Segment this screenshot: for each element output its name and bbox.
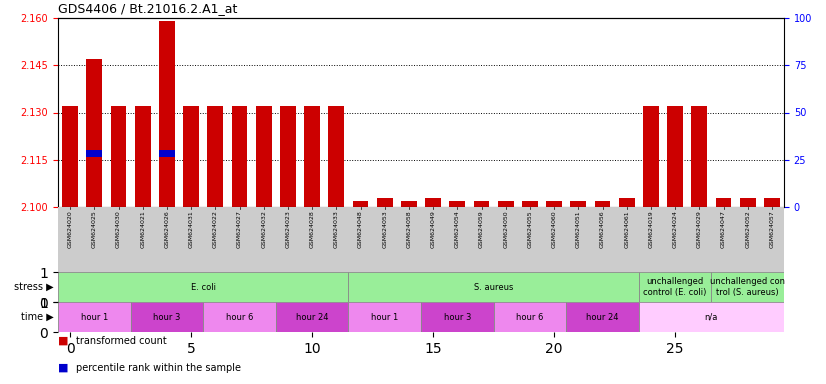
Bar [159,149,175,157]
Bar [715,197,731,207]
Bar [377,197,392,207]
Bar [203,302,276,332]
Bar [498,201,514,207]
Bar [494,302,566,332]
Text: GSM624057: GSM624057 [769,210,775,248]
Bar [183,106,199,207]
Text: GSM624033: GSM624033 [334,210,339,248]
Bar [62,106,78,207]
Text: GSM624047: GSM624047 [721,210,726,248]
Text: time ▶: time ▶ [21,312,54,322]
Bar [449,201,465,207]
Bar [566,302,638,332]
Text: GSM624023: GSM624023 [286,210,291,248]
Text: GSM624025: GSM624025 [92,210,97,248]
Bar [595,201,610,207]
Bar [401,201,417,207]
Bar [473,201,489,207]
Bar [329,106,344,207]
Text: GSM624029: GSM624029 [697,210,702,248]
Text: GSM624031: GSM624031 [188,210,193,248]
Text: unchallenged
control (E. coli): unchallenged control (E. coli) [643,277,707,297]
Bar [571,201,586,207]
Bar [691,106,707,207]
Text: hour 3: hour 3 [444,313,471,321]
Text: GSM624024: GSM624024 [672,210,677,248]
Bar [349,302,421,332]
Text: GSM624061: GSM624061 [624,210,629,248]
Text: GSM624051: GSM624051 [576,210,581,248]
Bar [231,106,247,207]
Bar [87,59,102,207]
Bar [425,197,441,207]
Bar [276,302,349,332]
Text: GSM624022: GSM624022 [213,210,218,248]
Text: GSM624056: GSM624056 [600,210,605,248]
Bar [159,21,175,207]
Text: unchallenged con
trol (S. aureus): unchallenged con trol (S. aureus) [710,277,786,297]
Text: GDS4406 / Bt.21016.2.A1_at: GDS4406 / Bt.21016.2.A1_at [58,2,237,15]
Bar [111,106,126,207]
Bar [256,106,272,207]
Text: GSM624055: GSM624055 [527,210,533,248]
Text: hour 6: hour 6 [225,313,254,321]
Text: GSM624032: GSM624032 [261,210,266,248]
Bar [58,272,349,302]
Text: GSM624053: GSM624053 [382,210,387,248]
Bar [764,197,780,207]
Bar [667,106,683,207]
Text: hour 1: hour 1 [81,313,108,321]
Text: hour 3: hour 3 [153,313,181,321]
Text: GSM624058: GSM624058 [406,210,411,248]
Text: GSM624059: GSM624059 [479,210,484,248]
Text: ■: ■ [58,336,69,346]
Text: GSM624060: GSM624060 [552,210,557,248]
Bar [304,106,320,207]
Text: GSM624049: GSM624049 [430,210,435,248]
Text: GSM624027: GSM624027 [237,210,242,248]
Text: GSM624020: GSM624020 [68,210,73,248]
Text: S. aureus: S. aureus [474,283,513,291]
Bar [87,149,102,157]
Text: GSM624052: GSM624052 [745,210,750,248]
Text: GSM624021: GSM624021 [140,210,145,248]
Bar [619,197,634,207]
Text: ■: ■ [58,363,69,373]
Bar [740,197,756,207]
Text: hour 24: hour 24 [586,313,619,321]
Bar [711,272,784,302]
Text: transformed count: transformed count [76,336,167,346]
Bar [349,272,638,302]
Text: GSM624048: GSM624048 [358,210,363,248]
Text: GSM624026: GSM624026 [164,210,169,248]
Text: GSM624050: GSM624050 [503,210,508,248]
Text: hour 24: hour 24 [296,313,329,321]
Text: GSM624028: GSM624028 [310,210,315,248]
Bar [131,302,203,332]
Bar [546,201,562,207]
Bar [522,201,538,207]
Bar [638,272,711,302]
Text: percentile rank within the sample: percentile rank within the sample [76,363,241,373]
Text: n/a: n/a [705,313,718,321]
Text: E. coli: E. coli [191,283,216,291]
Bar [58,302,131,332]
Text: GSM624054: GSM624054 [455,210,460,248]
Bar [421,302,494,332]
Bar [280,106,296,207]
Text: hour 6: hour 6 [516,313,544,321]
Text: GSM624019: GSM624019 [648,210,653,248]
Bar [135,106,150,207]
Text: GSM624030: GSM624030 [116,210,121,248]
Text: hour 1: hour 1 [371,313,398,321]
Bar [643,106,659,207]
Text: stress ▶: stress ▶ [14,282,54,292]
Bar [353,201,368,207]
Bar [638,302,784,332]
Bar [207,106,223,207]
